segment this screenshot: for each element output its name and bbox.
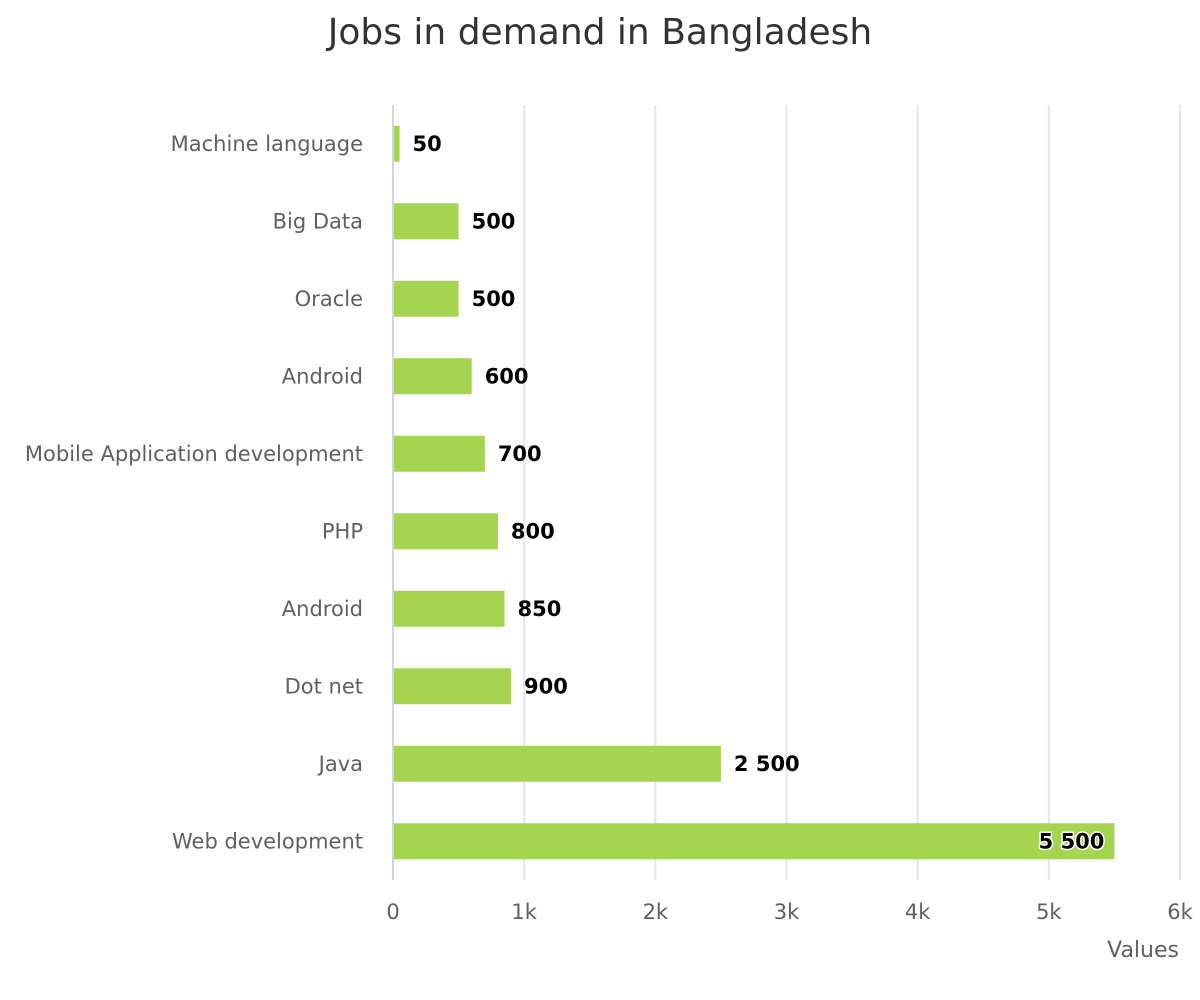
x-tick-label: 2k <box>643 900 669 924</box>
data-label: 500 <box>472 209 516 233</box>
data-label: 700 <box>498 442 542 466</box>
data-label: 50 <box>413 132 442 156</box>
bar[interactable] <box>394 358 472 395</box>
data-label: 5 500 <box>1039 829 1105 853</box>
bar[interactable] <box>394 745 721 782</box>
category-label: PHP <box>322 519 363 543</box>
category-label: Machine language <box>171 132 363 156</box>
bar[interactable] <box>394 203 459 240</box>
bar[interactable] <box>394 435 485 472</box>
category-labels: Machine language Big Data Oracle Android Mob… <box>25 132 363 854</box>
grid-lines <box>392 105 1181 880</box>
category-label: Mobile Application development <box>25 442 363 466</box>
data-label: 600 <box>485 364 529 388</box>
x-tick-label: 0 <box>386 900 399 924</box>
category-label: Big Data <box>273 209 363 233</box>
x-tick-label: 1k <box>511 900 537 924</box>
data-label: 500 <box>472 287 516 311</box>
bar[interactable] <box>394 823 1115 860</box>
x-axis-title: Values <box>1107 938 1179 963</box>
category-label: Dot net <box>285 674 363 698</box>
bar[interactable] <box>394 668 512 705</box>
category-label: Java <box>317 752 363 776</box>
category-label: Android <box>282 597 363 621</box>
bar[interactable] <box>394 280 459 317</box>
data-label: 2 500 <box>734 752 800 776</box>
bars <box>394 125 1115 860</box>
chart-title: Jobs in demand in Bangladesh <box>327 12 873 53</box>
x-tick-label: 3k <box>774 900 800 924</box>
data-label: 800 <box>511 519 555 543</box>
category-label: Android <box>282 364 363 388</box>
data-label: 850 <box>517 597 561 621</box>
category-label: Oracle <box>295 287 363 311</box>
x-tick-label: 5k <box>1036 900 1062 924</box>
data-label: 900 <box>524 674 568 698</box>
category-label: Web development <box>172 829 363 853</box>
bar[interactable] <box>394 590 505 627</box>
data-labels: 50 500 500 600 700 800 850 900 2 500 5 500 <box>413 132 1106 855</box>
bar[interactable] <box>394 513 498 550</box>
bar[interactable] <box>394 125 400 162</box>
x-tick-label: 4k <box>905 900 931 924</box>
x-tick-label: 6k <box>1167 900 1193 924</box>
x-axis-ticks: 0 1k 2k 3k 4k 5k 6k <box>386 900 1193 924</box>
